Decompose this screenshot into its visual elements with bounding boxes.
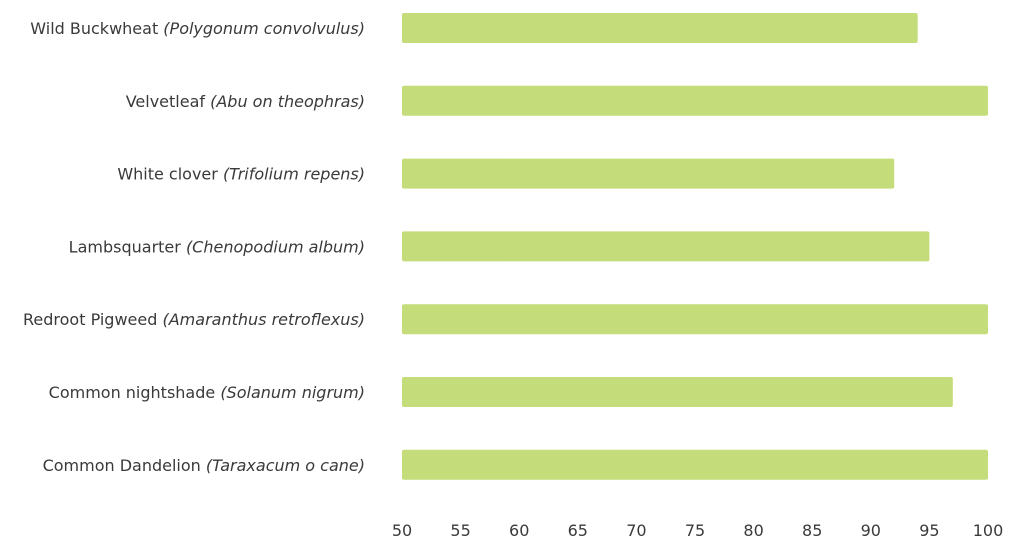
- bar: [402, 231, 930, 262]
- bar: [402, 377, 953, 407]
- bar: [402, 449, 988, 480]
- category-labels-group: Wild Buckwheat (Polygonum convolvulus) Ve…: [23, 19, 365, 475]
- x-tick-label: 95: [919, 521, 939, 540]
- category-common-name: Lambsquarter: [69, 237, 186, 256]
- category-common-name: Common nightshade: [49, 383, 221, 402]
- category-scientific-name: (Amaranthus retroflexus): [162, 310, 365, 329]
- category-label: White clover (Trifolium repens): [117, 165, 365, 184]
- category-scientific-name: (Polygonum convolvulus): [163, 19, 365, 38]
- category-label: Velvetleaf (Abu on theophras): [126, 92, 365, 111]
- x-tick-label: 85: [802, 521, 822, 540]
- bar: [402, 304, 988, 335]
- x-tick-label: 50: [392, 521, 412, 540]
- x-tick-label: 60: [509, 521, 529, 540]
- bar: [402, 85, 988, 116]
- category-scientific-name: (Taraxacum o cane): [206, 456, 365, 475]
- x-tick-label: 55: [450, 521, 470, 540]
- category-label: Common Dandelion (Taraxacum o cane): [43, 456, 365, 475]
- bar: [402, 158, 895, 189]
- bar: [402, 13, 918, 43]
- category-scientific-name: (Trifolium repens): [223, 165, 365, 184]
- category-label: Wild Buckwheat (Polygonum convolvulus): [30, 19, 365, 38]
- bars-group: [402, 13, 988, 480]
- category-scientific-name: (Abu on theophras): [210, 92, 365, 111]
- category-common-name: Wild Buckwheat: [30, 19, 163, 38]
- x-tick-label: 90: [861, 521, 881, 540]
- category-scientific-name: (Solanum nigrum): [220, 383, 365, 402]
- category-common-name: White clover: [117, 165, 223, 184]
- category-label: Common nightshade (Solanum nigrum): [49, 383, 365, 402]
- category-common-name: Redroot Pigweed: [23, 310, 162, 329]
- x-tick-label: 65: [568, 521, 588, 540]
- x-tick-label: 75: [685, 521, 705, 540]
- category-common-name: Velvetleaf: [126, 92, 210, 111]
- x-tick-label: 100: [973, 521, 1004, 540]
- x-tick-label: 80: [743, 521, 763, 540]
- category-scientific-name: (Chenopodium album): [186, 237, 365, 256]
- x-tick-label: 70: [626, 521, 646, 540]
- category-label: Redroot Pigweed (Amaranthus retroflexus): [23, 310, 365, 329]
- category-common-name: Common Dandelion: [43, 456, 206, 475]
- category-label: Lambsquarter (Chenopodium album): [69, 237, 365, 256]
- x-axis-ticks-group: 50 55 60 65 70 75 80 85 90 95 100: [392, 521, 1003, 540]
